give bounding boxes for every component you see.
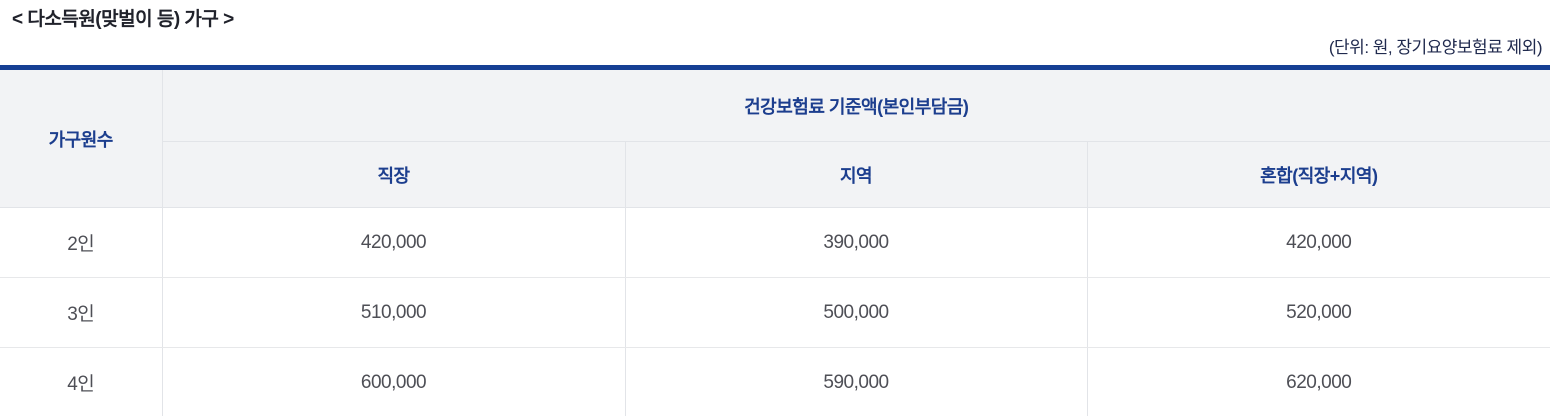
cell-mixed: 620,000 [1086, 347, 1550, 416]
header-premium-standard-group: 건강보험료 기준액(본인부담금) [161, 67, 1550, 142]
unit-note: (단위: 원, 장기요양보험료 제외) [1328, 38, 1543, 57]
cell-household-size: 4인 [0, 347, 163, 416]
cell-mixed: 520,000 [1086, 277, 1550, 348]
table-row: 3인 510,000 500,000 520,000 [0, 277, 1550, 348]
header-row-group: 가구원수 건강보험료 기준액(본인부담금) [0, 67, 1550, 208]
cell-household-size: 3인 [0, 277, 163, 348]
cell-regional: 500,000 [624, 277, 1088, 348]
table-row: 4인 600,000 590,000 620,000 [0, 347, 1550, 416]
cell-regional: 590,000 [624, 347, 1088, 416]
cell-household-size: 2인 [0, 207, 163, 278]
header-household-size: 가구원수 [0, 67, 163, 208]
table-row: 2인 420,000 390,000 420,000 [0, 207, 1550, 278]
cell-workplace: 420,000 [161, 207, 626, 278]
table-body: 2인 420,000 390,000 420,000 3인 510,000 50… [0, 207, 1550, 416]
table-header: 가구원수 건강보험료 기준액(본인부담금) 직장 지역 혼합(직장+지역) [0, 67, 1550, 208]
premium-table: 가구원수 건강보험료 기준액(본인부담금) 직장 지역 혼합(직장+지역) 2인… [0, 65, 1550, 416]
cell-regional: 390,000 [624, 207, 1088, 278]
header-row-sub: 직장 지역 혼합(직장+지역) [0, 141, 1550, 208]
header-mixed: 혼합(직장+지역) [1086, 141, 1550, 208]
cell-workplace: 600,000 [161, 347, 626, 416]
header-regional: 지역 [624, 141, 1088, 208]
header-workplace: 직장 [162, 141, 626, 208]
table-title: < 다소득원(맞벌이 등) 가구 > [12, 9, 234, 30]
cell-mixed: 420,000 [1086, 207, 1550, 278]
cell-workplace: 510,000 [161, 277, 626, 348]
